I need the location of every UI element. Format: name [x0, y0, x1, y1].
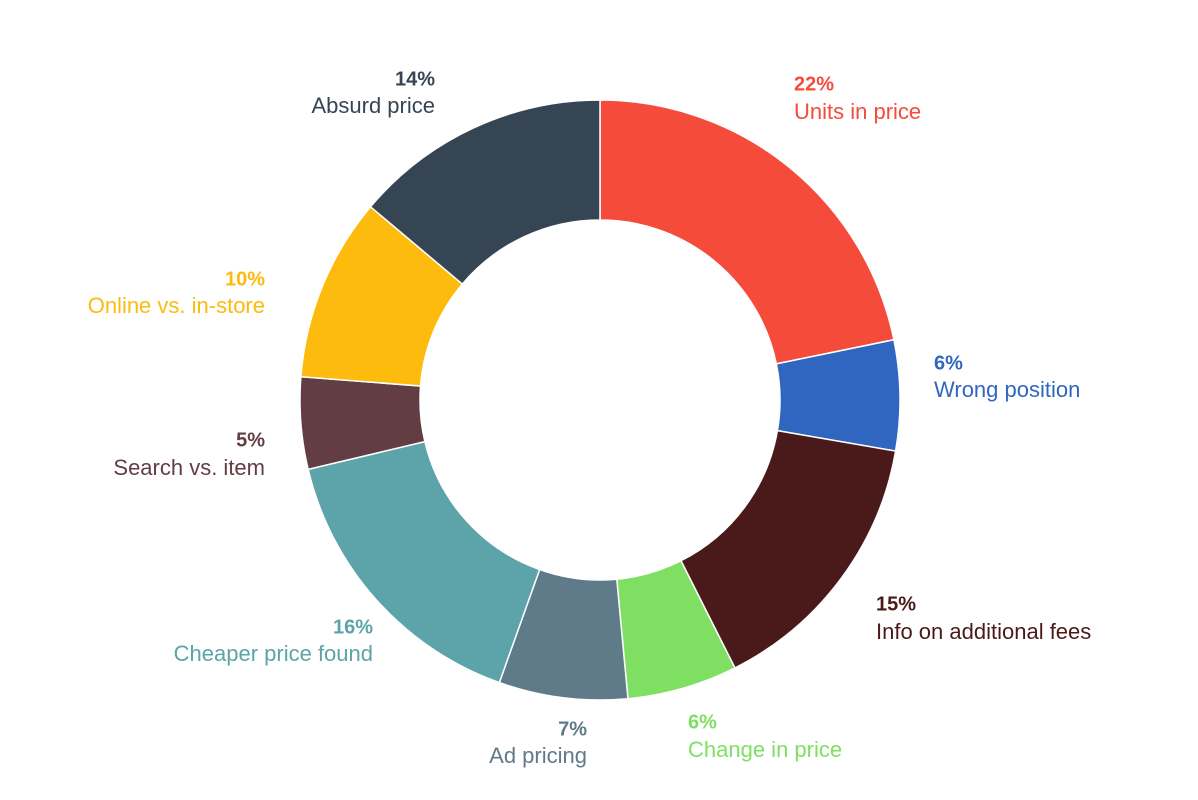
slice-label: Cheaper price found — [174, 641, 373, 666]
slice — [599, 99, 895, 365]
slice — [369, 99, 601, 286]
slice-percent: 7% — [558, 718, 587, 740]
slice-percent: 5% — [236, 429, 265, 451]
slice-percent: 6% — [934, 352, 963, 374]
slice-label: Online vs. in-store — [88, 293, 265, 318]
slice-percent: 10% — [225, 268, 265, 290]
slice-percent: 6% — [688, 711, 717, 733]
slice-percent: 22% — [794, 73, 834, 95]
slice-label: Absurd price — [311, 93, 435, 118]
slice-percent: 16% — [333, 616, 373, 638]
slice-label: Search vs. item — [113, 455, 265, 480]
slice-percent: 14% — [395, 68, 435, 90]
slice-label: Units in price — [794, 99, 921, 124]
slice-label: Change in price — [688, 737, 842, 762]
slice-percent: 15% — [876, 593, 916, 615]
slice-label: Wrong position — [934, 377, 1080, 402]
slice-label: Ad pricing — [489, 743, 587, 768]
slice-label: Info on additional fees — [876, 619, 1091, 644]
